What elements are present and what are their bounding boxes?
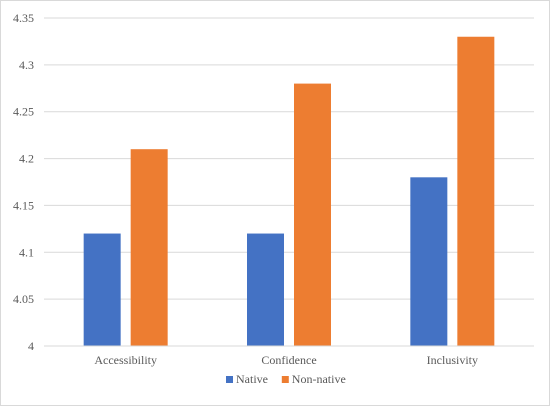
legend-label: Non-native: [292, 372, 346, 386]
x-axis-ticks: Accessibility Confidence Inclusivity: [94, 353, 478, 367]
gridlines: [44, 17, 534, 300]
x-tick-label: Accessibility: [94, 353, 157, 367]
bar-non-native-accessibility: [130, 149, 168, 346]
y-tick-label: 4.3: [19, 58, 34, 72]
bar-non-native-inclusivity: [457, 36, 495, 346]
legend: Native Non-native: [226, 372, 346, 386]
y-tick-label: 4.25: [13, 105, 34, 119]
bar-native-inclusivity: [410, 177, 448, 346]
legend-swatch-non-native: [281, 376, 289, 383]
x-tick-label: Inclusivity: [427, 353, 478, 367]
y-tick-label: 4.15: [13, 198, 34, 212]
y-axis-ticks: 4 4.05 4.1 4.15 4.2 4.25 4.3 4.35: [13, 11, 34, 353]
bar-native-accessibility: [83, 233, 121, 346]
legend-swatch-native: [226, 376, 233, 383]
legend-label: Native: [236, 372, 268, 386]
y-tick-label: 4.35: [13, 11, 34, 25]
bar-non-native-confidence: [294, 83, 331, 346]
bars: [83, 36, 495, 346]
y-tick-label: 4.1: [19, 245, 34, 259]
y-tick-label: 4.2: [19, 152, 34, 166]
y-tick-label: 4: [28, 339, 34, 353]
bar-native-confidence: [247, 233, 284, 346]
y-tick-label: 4.05: [13, 292, 34, 306]
x-tick-label: Confidence: [261, 353, 316, 367]
